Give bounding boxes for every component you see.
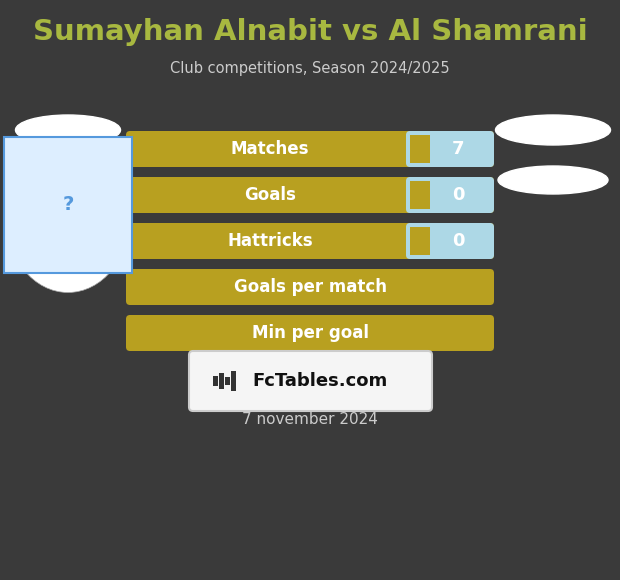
FancyBboxPatch shape — [406, 223, 494, 259]
FancyBboxPatch shape — [126, 177, 494, 213]
FancyBboxPatch shape — [219, 373, 224, 389]
Text: FcTables.com: FcTables.com — [253, 372, 388, 390]
Text: Goals: Goals — [244, 186, 296, 204]
FancyBboxPatch shape — [126, 131, 494, 167]
Text: 0: 0 — [452, 186, 464, 204]
Text: Sumayhan Alnabit vs Al Shamrani: Sumayhan Alnabit vs Al Shamrani — [33, 18, 587, 46]
FancyBboxPatch shape — [410, 227, 430, 255]
Text: 0: 0 — [452, 232, 464, 250]
Text: 7 november 2024: 7 november 2024 — [242, 412, 378, 427]
Text: Min per goal: Min per goal — [252, 324, 368, 342]
Text: Goals per match: Goals per match — [234, 278, 386, 296]
FancyBboxPatch shape — [126, 223, 494, 259]
FancyBboxPatch shape — [213, 376, 218, 386]
FancyBboxPatch shape — [410, 181, 430, 209]
Ellipse shape — [495, 115, 611, 145]
FancyBboxPatch shape — [225, 377, 230, 385]
FancyBboxPatch shape — [406, 177, 494, 213]
FancyBboxPatch shape — [406, 131, 494, 167]
Ellipse shape — [16, 115, 120, 145]
Text: Club competitions, Season 2024/2025: Club competitions, Season 2024/2025 — [170, 60, 450, 75]
Text: Hattricks: Hattricks — [227, 232, 313, 250]
FancyBboxPatch shape — [410, 135, 430, 163]
Text: 7: 7 — [452, 140, 464, 158]
FancyBboxPatch shape — [126, 269, 494, 305]
FancyBboxPatch shape — [189, 351, 432, 411]
FancyBboxPatch shape — [126, 315, 494, 351]
Text: Matches: Matches — [231, 140, 309, 158]
FancyBboxPatch shape — [231, 371, 236, 391]
Ellipse shape — [498, 166, 608, 194]
Text: ?: ? — [63, 195, 74, 215]
Ellipse shape — [6, 137, 130, 292]
